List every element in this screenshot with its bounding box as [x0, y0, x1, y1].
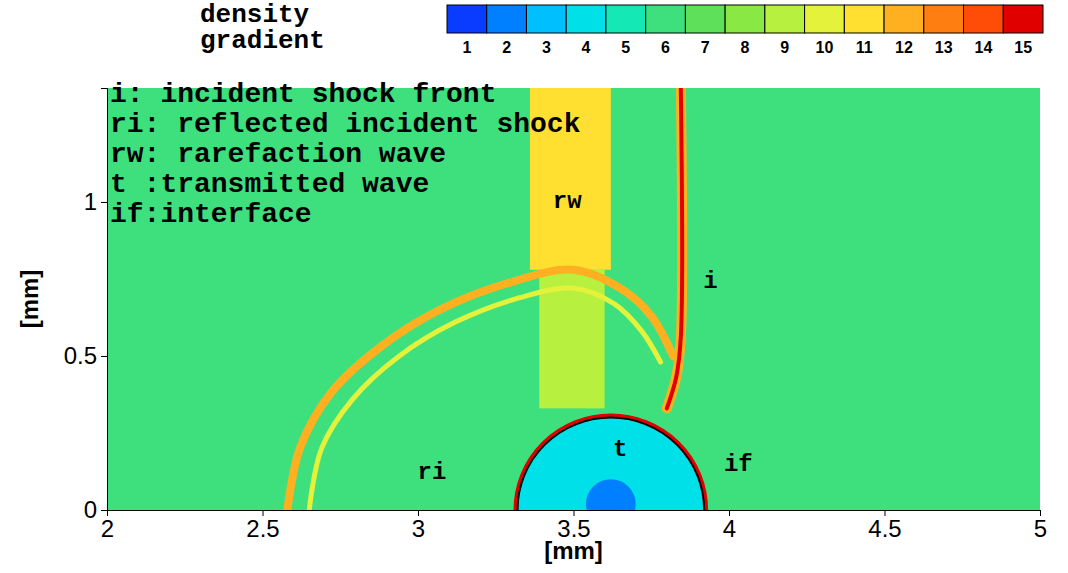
colorbar-tick-label: 5	[621, 39, 630, 56]
annotation: ri	[418, 459, 447, 486]
annotation: i	[703, 268, 717, 295]
x-tick-label: 2	[101, 515, 114, 542]
x-tick: 5	[1034, 510, 1047, 542]
colorbar: 123456789101112131415	[447, 5, 1043, 56]
colorbar-segment	[447, 5, 487, 33]
colorbar-segment	[646, 5, 686, 33]
colorbar-title: densitygradient	[200, 0, 325, 56]
y-tick-mark	[101, 356, 107, 357]
annotation: if	[724, 451, 753, 478]
glossary-line: i: incident shock front	[110, 79, 496, 110]
colorbar-tick-label: 7	[701, 39, 710, 56]
colorbar-segment	[685, 5, 725, 33]
colorbar-tick-label: 8	[741, 39, 750, 56]
colorbar-segment	[964, 5, 1004, 33]
y-axis-line	[101, 89, 108, 511]
y-tick-mark	[101, 510, 107, 511]
annotation: rw	[553, 188, 582, 215]
y-tick: 0.5	[64, 342, 107, 369]
glossary-line: t :transmitted wave	[110, 169, 429, 200]
x-tick: 4.5	[868, 510, 901, 542]
colorbar-segment	[844, 5, 884, 33]
x-axis-title: [mm]	[544, 537, 603, 564]
colorbar-tick-label: 4	[582, 39, 591, 56]
y-tick: 0	[84, 496, 107, 523]
field	[107, 88, 1040, 510]
colorbar-tick-label: 1	[462, 39, 471, 56]
x-tick: 2	[101, 510, 114, 542]
colorbar-tick-label: 6	[661, 39, 670, 56]
y-axis-title: [mm]	[16, 270, 43, 329]
x-tick: 2.5	[246, 510, 279, 542]
glossary-line: if:interface	[110, 199, 312, 230]
colorbar-tick-label: 11	[856, 39, 873, 56]
x-tick-label: 2.5	[246, 515, 279, 542]
colorbar-tick-label: 15	[1014, 39, 1032, 56]
colorbar-tick-label: 10	[816, 39, 834, 56]
y-tick-label: 0	[84, 496, 97, 523]
colorbar-segment	[725, 5, 765, 33]
glossary-line: ri: reflected incident shock	[110, 109, 581, 140]
colorbar-tick-label: 3	[542, 39, 551, 56]
y-tick: 1	[84, 188, 107, 215]
colorbar-segment	[805, 5, 845, 33]
colorbar-segment	[765, 5, 805, 33]
colorbar-segment	[924, 5, 964, 33]
glossary-line: rw: rarefaction wave	[110, 139, 446, 170]
colorbar-segment	[606, 5, 646, 33]
annotation: t	[613, 436, 627, 463]
colorbar-segment	[1003, 5, 1043, 33]
bubble-region	[586, 479, 636, 510]
colorbar-tick-label: 13	[935, 39, 953, 56]
interface	[516, 416, 707, 510]
colorbar-tick-label: 14	[975, 39, 993, 56]
colorbar-segment	[487, 5, 527, 33]
colorbar-segment	[566, 5, 606, 33]
y-tick-label: 1	[84, 188, 97, 215]
x-tick-label: 4.5	[868, 515, 901, 542]
x-tick-label: 5	[1034, 515, 1047, 542]
colorbar-tick-label: 2	[502, 39, 511, 56]
colorbar-segment	[526, 5, 566, 33]
x-tick-label: 4	[723, 515, 736, 542]
shock-front	[667, 88, 682, 408]
interface-line	[518, 418, 705, 510]
x-tick: 4	[723, 510, 736, 542]
colorbar-tick-label: 9	[780, 39, 789, 56]
chart: 22.533.544.5500.51[mm][mm]12345678910111…	[0, 0, 1068, 573]
y-axis: 00.51	[64, 89, 108, 524]
colorbar-segment	[884, 5, 924, 33]
x-tick-label: 3	[412, 515, 425, 542]
y-tick-mark	[101, 202, 107, 203]
x-tick: 3	[412, 510, 425, 542]
colorbar-tick-label: 12	[895, 39, 913, 56]
bubble-region	[518, 418, 705, 510]
shock-front	[667, 88, 682, 408]
y-tick-label: 0.5	[64, 342, 97, 369]
